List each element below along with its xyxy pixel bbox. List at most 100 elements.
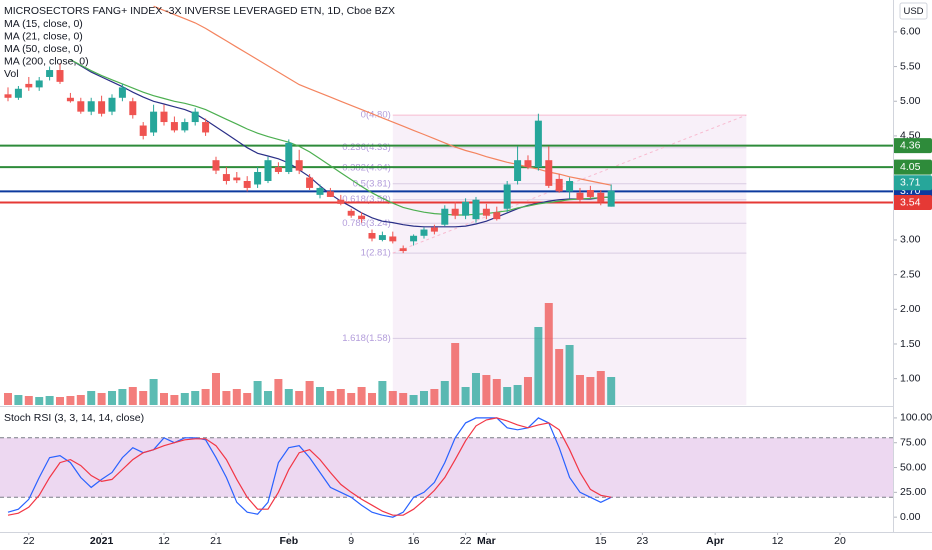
price-tag-label: 3.54 bbox=[900, 196, 921, 208]
volume-bar bbox=[607, 377, 616, 405]
candle-body bbox=[87, 101, 95, 112]
candle-body bbox=[254, 171, 262, 185]
fib-label: 0.5(3.81) bbox=[353, 178, 391, 189]
volume-bar bbox=[180, 393, 189, 405]
stoch-title: Stoch RSI (3, 3, 14, 14, close) bbox=[4, 412, 144, 424]
chart-title: MICROSECTORS FANG+ INDEX -3X INVERSE LEV… bbox=[4, 5, 395, 17]
candle-body bbox=[160, 111, 168, 123]
last-price-label: 3.71 bbox=[900, 176, 921, 188]
candle-body bbox=[150, 111, 158, 133]
candle-body bbox=[597, 192, 605, 202]
candle-body bbox=[35, 80, 43, 88]
y-tick-label: 6.00 bbox=[900, 26, 921, 38]
candle-body bbox=[607, 190, 615, 207]
y-tick-label: 5.50 bbox=[900, 60, 921, 72]
candle-body bbox=[389, 236, 397, 242]
volume-bar bbox=[76, 395, 85, 405]
legend: MICROSECTORS FANG+ INDEX -3X INVERSE LEV… bbox=[4, 5, 395, 424]
volume-bar bbox=[263, 391, 272, 405]
candle-body bbox=[98, 101, 106, 114]
candle-body bbox=[191, 111, 199, 123]
fib-label: 0.786(3.24) bbox=[342, 218, 391, 229]
fib-label: 0.618(3.58) bbox=[342, 194, 391, 205]
candle-body bbox=[482, 208, 490, 216]
candle-body bbox=[472, 199, 480, 220]
candle-body bbox=[524, 160, 532, 168]
y-tick-label: 5.00 bbox=[900, 95, 921, 107]
currency-label[interactable]: USD bbox=[903, 6, 923, 17]
price-pane: 0(4.80)0.236(4.33)0.382(4.04)0.5(3.81)0.… bbox=[0, 5, 893, 405]
candle-body bbox=[462, 201, 470, 216]
volume-bar bbox=[24, 396, 33, 405]
candle-body bbox=[14, 88, 22, 98]
x-tick-label: 2021 bbox=[90, 535, 114, 547]
stoch-pane bbox=[0, 417, 893, 518]
price-tag-label: 4.05 bbox=[900, 161, 921, 173]
legend-entry: MA (21, close, 0) bbox=[4, 30, 83, 42]
volume-bar bbox=[108, 391, 117, 405]
candle-body bbox=[4, 94, 12, 98]
candle-body bbox=[545, 160, 553, 186]
volume-bar bbox=[575, 375, 584, 405]
candle-body bbox=[222, 174, 230, 182]
fib-label: 1(2.81) bbox=[361, 248, 391, 259]
volume-bar bbox=[128, 387, 137, 405]
candle-body bbox=[326, 191, 334, 197]
x-tick-label: 15 bbox=[595, 535, 607, 547]
volume-bar bbox=[461, 387, 470, 405]
volume-bar bbox=[326, 391, 335, 405]
stoch-tick-label: 75.00 bbox=[900, 437, 926, 449]
candle-body bbox=[358, 215, 366, 220]
candle-body bbox=[25, 83, 33, 88]
legend-entry: MA (15, close, 0) bbox=[4, 18, 83, 30]
candle-body bbox=[285, 142, 293, 172]
volume-bar bbox=[399, 393, 408, 405]
volume-bar bbox=[471, 373, 480, 405]
x-tick-label: 20 bbox=[834, 535, 846, 547]
candle-body bbox=[243, 181, 251, 188]
x-tick-label: Apr bbox=[706, 535, 724, 547]
candle-body bbox=[566, 181, 574, 192]
stoch-tick-label: 25.00 bbox=[900, 486, 926, 498]
x-tick-label: 22 bbox=[460, 535, 472, 547]
y-tick-label: 2.50 bbox=[900, 268, 921, 280]
y-tick-label: 1.50 bbox=[900, 338, 921, 350]
volume-bar bbox=[409, 395, 418, 405]
candle-body bbox=[181, 122, 189, 131]
candle-body bbox=[170, 122, 178, 131]
candle-body bbox=[202, 122, 210, 133]
volume-bar bbox=[284, 389, 293, 405]
candle-body bbox=[503, 184, 511, 209]
volume-bar bbox=[357, 387, 366, 405]
fib-label: 0.236(4.33) bbox=[342, 142, 391, 153]
volume-bar bbox=[295, 391, 304, 405]
currency-button-box[interactable] bbox=[899, 2, 928, 20]
fib-label: 1.618(1.58) bbox=[342, 333, 391, 344]
volume-bar bbox=[66, 396, 75, 405]
x-tick-label: 22 bbox=[23, 535, 35, 547]
currency-button[interactable]: USD bbox=[899, 2, 928, 20]
volume-bar bbox=[211, 373, 220, 405]
volume-bar bbox=[87, 391, 96, 405]
volume-bar bbox=[159, 393, 168, 405]
volume-bar bbox=[419, 391, 428, 405]
volume-bar bbox=[367, 393, 376, 405]
candle-body bbox=[295, 160, 303, 171]
candle-body bbox=[420, 229, 428, 236]
candle-body bbox=[378, 235, 386, 240]
candle-body bbox=[586, 190, 594, 197]
price-tag bbox=[893, 175, 932, 191]
volume-bar bbox=[451, 343, 460, 405]
volume-bar bbox=[430, 389, 439, 405]
candle-body bbox=[399, 248, 407, 252]
volume-bar bbox=[35, 397, 44, 405]
volume-bar bbox=[315, 387, 324, 405]
y-tick-label: 1.00 bbox=[900, 372, 921, 384]
volume-bar bbox=[378, 381, 387, 405]
volume-bar bbox=[232, 389, 241, 405]
candle-body bbox=[274, 167, 282, 172]
x-tick-label: 21 bbox=[210, 535, 222, 547]
volume-bar bbox=[14, 395, 23, 405]
stoch-tick-label: 50.00 bbox=[900, 461, 926, 473]
